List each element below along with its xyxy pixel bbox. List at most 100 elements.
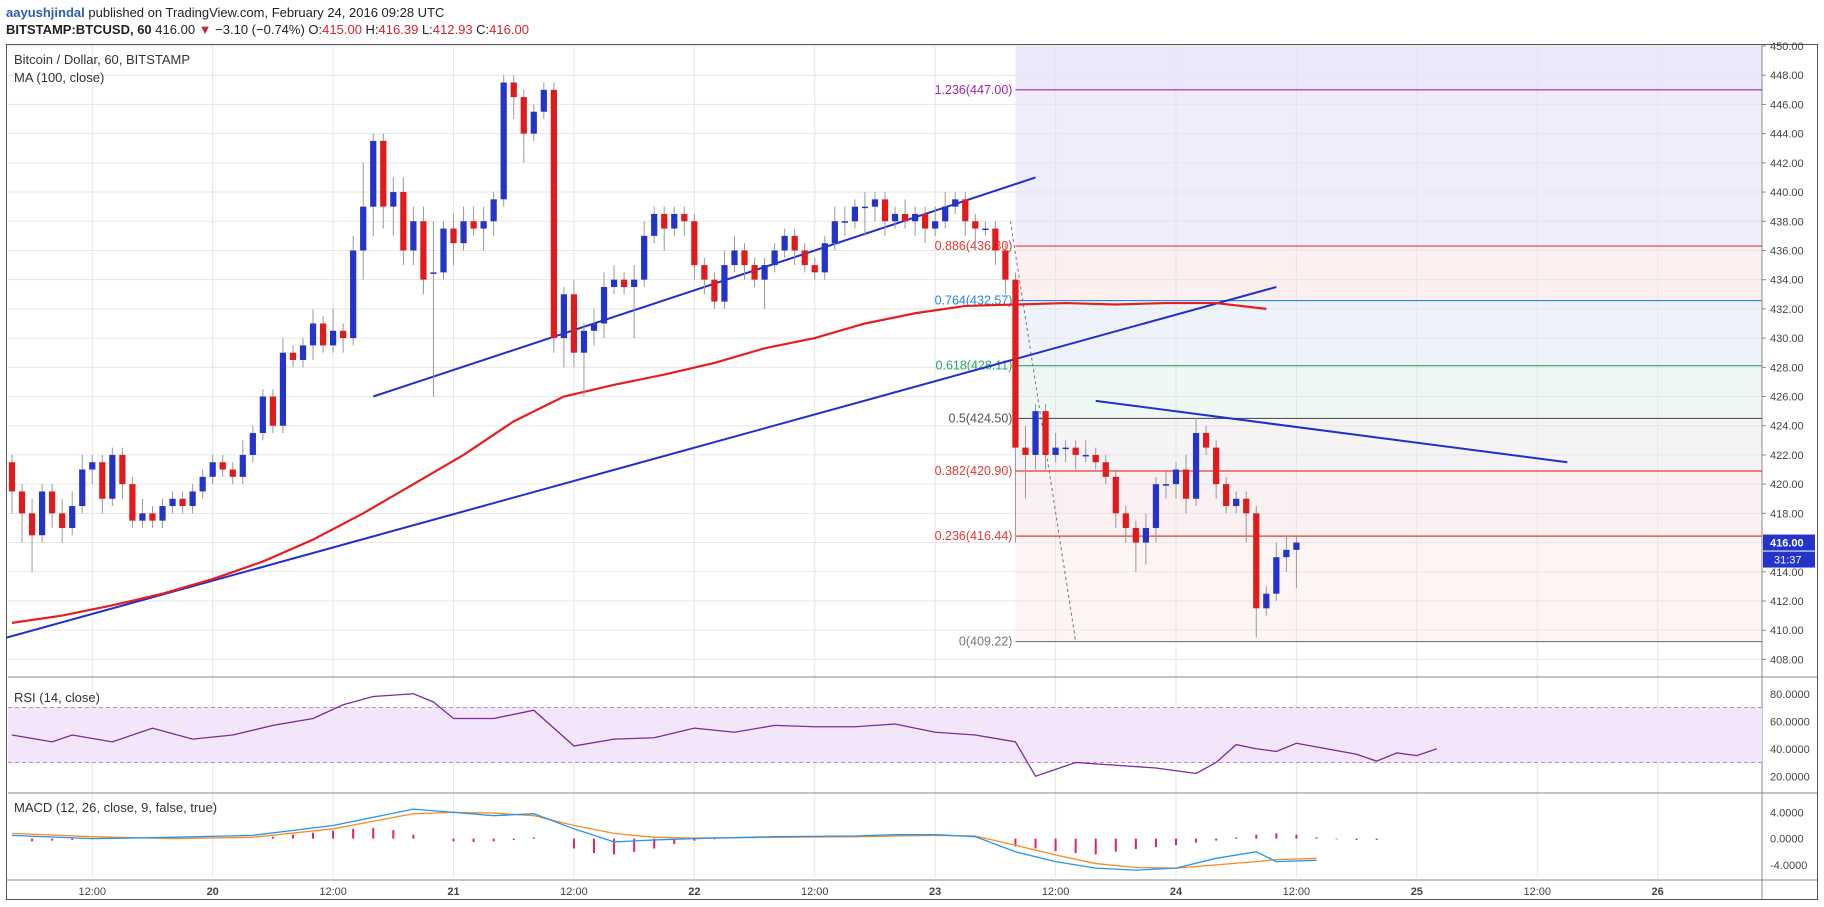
price-tick-label: 436.00	[1770, 245, 1804, 257]
macd-label: MACD (12, 26, close, 9, false, true)	[14, 800, 217, 815]
candle-body	[319, 323, 327, 346]
candle-body	[59, 513, 66, 528]
candle-body	[1172, 469, 1180, 485]
time-tick-label: 12:00	[319, 886, 347, 898]
fib-level-label: 0.236(416.44)	[935, 529, 1013, 543]
candle-body	[329, 330, 337, 346]
candle-body	[1012, 279, 1019, 448]
candle-body	[470, 221, 477, 229]
candle-body	[79, 469, 86, 507]
fib-zone	[1015, 89, 1762, 247]
price-tick-label: 420.00	[1770, 479, 1804, 491]
candle-body	[18, 491, 26, 514]
open-label: O:	[308, 22, 323, 37]
price-tick-label: 434.00	[1770, 275, 1804, 287]
time-tick-label: 25	[1411, 886, 1423, 898]
candle-body	[1283, 549, 1290, 558]
candle-body	[821, 243, 828, 273]
high-label: H:	[365, 22, 379, 37]
high-value: 416.39	[378, 22, 419, 37]
price-tick-label: 448.00	[1770, 70, 1804, 82]
candle-body	[49, 491, 56, 514]
time-tick-label: 12:00	[1523, 886, 1551, 898]
candle-body	[1052, 447, 1059, 455]
candle-body	[370, 140, 377, 207]
price-tick-label: 446.00	[1770, 99, 1804, 111]
low-value: 412.93	[432, 22, 473, 37]
price-tick-label: 414.00	[1770, 567, 1804, 579]
fib-zone	[1015, 418, 1762, 471]
trendline[interactable]	[6, 286, 1277, 639]
candle-body	[209, 462, 216, 477]
chart-frame	[6, 44, 1818, 900]
candle-body	[169, 498, 176, 507]
candle-body	[360, 206, 367, 251]
fib-level-label: 0.618(428.11)	[936, 359, 1013, 373]
candle-body	[1243, 498, 1250, 514]
macd-tick-label: 0.0000	[1770, 834, 1804, 846]
price-tick-label: 432.00	[1770, 304, 1804, 316]
candle-body	[500, 82, 507, 200]
candle-body	[540, 89, 547, 112]
candle-body	[811, 265, 818, 273]
fib-zone-top	[1015, 46, 1762, 90]
candle-body	[1072, 447, 1079, 455]
candle-body	[480, 221, 487, 229]
time-tick-label: 12:00	[801, 886, 829, 898]
candle-body	[1112, 476, 1119, 514]
rsi-tick-label: 80.0000	[1770, 689, 1810, 701]
candle-body	[1233, 498, 1240, 507]
candle-body	[831, 221, 838, 244]
candle-body	[771, 250, 778, 266]
fib-zone	[1015, 536, 1762, 642]
candle-body	[932, 221, 939, 229]
close-value: 416.00	[489, 22, 529, 37]
author-link[interactable]: aayushjindal	[6, 5, 85, 20]
rsi-tick-label: 40.0000	[1770, 744, 1810, 756]
candle-body	[1042, 411, 1049, 455]
price-tick-label: 440.00	[1770, 187, 1804, 199]
low-label: L:	[421, 22, 433, 37]
price-tick-label: 412.00	[1770, 596, 1804, 608]
fib-level-label: 0(409.22)	[959, 635, 1013, 649]
candle-body	[751, 265, 758, 280]
candle-body	[309, 323, 317, 346]
candle-body	[1142, 527, 1150, 543]
candle-body	[851, 206, 859, 222]
time-tick-label: 20	[207, 886, 219, 898]
candle-body	[159, 506, 166, 521]
candle-body	[440, 228, 447, 273]
fib-level-label: 0.5(424.50)	[949, 411, 1013, 425]
time-tick-label: 23	[929, 886, 941, 898]
candle-body	[8, 462, 16, 492]
candle-body	[279, 352, 287, 426]
quote-line: BITSTAMP:BTCUSD, 60 416.00 ▼ −3.10 (−0.7…	[6, 23, 529, 37]
price-tick-label: 428.00	[1770, 362, 1804, 374]
macd-line	[11, 808, 1317, 871]
price-tick-label: 422.00	[1770, 450, 1804, 462]
candle-body	[1002, 250, 1009, 280]
time-tick-label: 12:00	[79, 886, 107, 898]
rsi-band	[8, 707, 1762, 763]
trendline[interactable]	[1095, 399, 1568, 464]
price-tick-label: 442.00	[1770, 158, 1804, 170]
candle-body	[952, 199, 959, 207]
candle-body	[199, 476, 206, 492]
price-tick-label: 430.00	[1770, 333, 1804, 345]
candle-body	[1202, 433, 1210, 448]
candle-body	[1162, 484, 1170, 486]
candle-body	[460, 221, 467, 244]
candle-body	[590, 323, 598, 331]
candle-body	[510, 82, 517, 98]
candle-body	[620, 279, 628, 287]
time-tick-label: 26	[1652, 886, 1664, 898]
price-tick-label: 450.00	[1770, 41, 1804, 53]
candle-body	[149, 513, 156, 521]
time-tick-label: 12:00	[1042, 886, 1070, 898]
time-tick-label: 12:00	[1283, 886, 1311, 898]
candle-body	[922, 213, 929, 229]
publish-header: aayushjindal published on TradingView.co…	[0, 0, 1824, 44]
candle-body	[1062, 447, 1069, 450]
candle-body	[219, 462, 226, 470]
